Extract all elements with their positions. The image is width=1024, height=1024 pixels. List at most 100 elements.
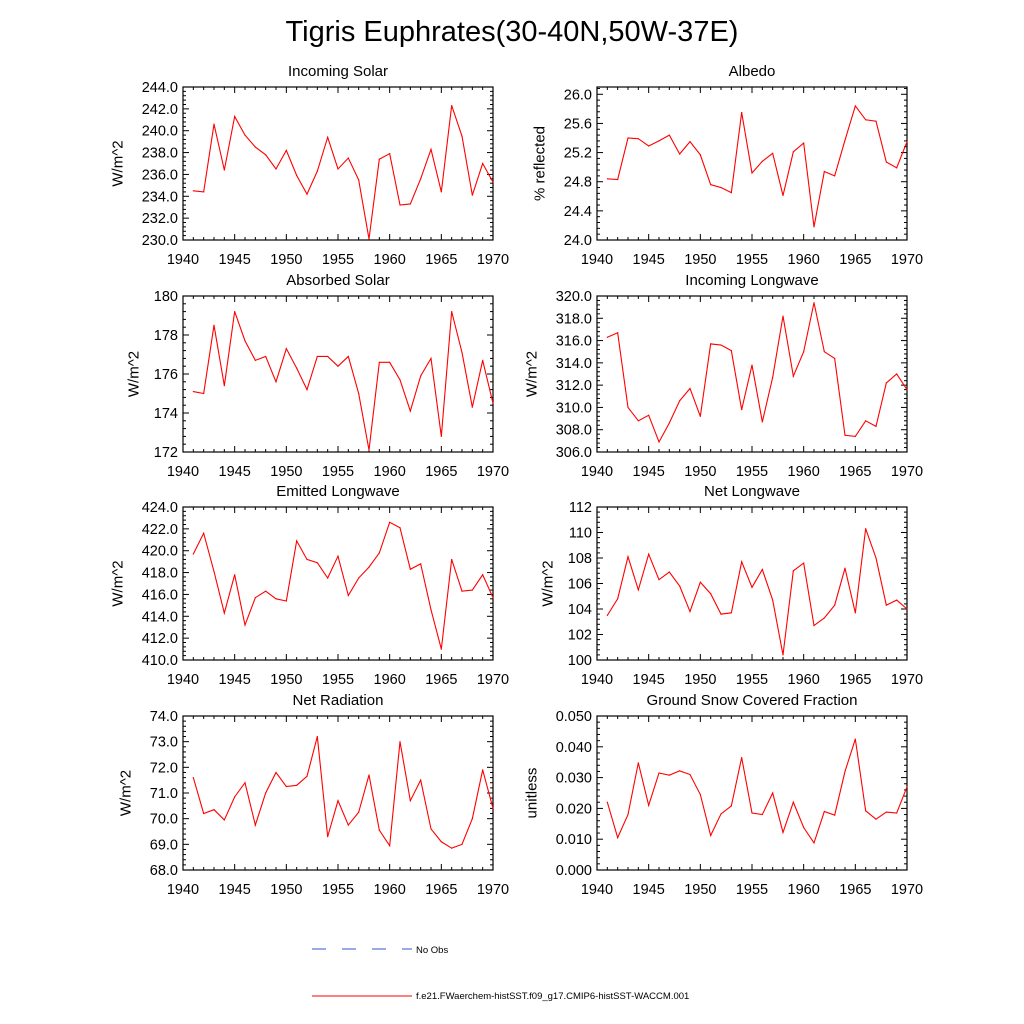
data-point — [865, 528, 867, 530]
data-point — [637, 589, 639, 591]
panel-title: Ground Snow Covered Fraction — [647, 692, 858, 709]
y-tick-label: 104 — [568, 602, 592, 618]
data-point — [203, 532, 205, 534]
y-tick-label: 0.010 — [556, 832, 592, 848]
data-point — [368, 238, 370, 240]
data-point — [192, 390, 194, 393]
y-tick-label: 70.0 — [150, 812, 178, 828]
x-tick-label: 1950 — [270, 882, 302, 898]
data-point — [761, 813, 763, 816]
data-point — [368, 566, 370, 568]
x-tick-label: 1965 — [839, 464, 871, 480]
series-line — [192, 736, 494, 849]
data-point — [378, 829, 380, 831]
data-point — [834, 604, 836, 606]
x-tick-label: 1955 — [736, 252, 768, 268]
data-point — [192, 777, 194, 779]
data-point — [844, 567, 846, 569]
x-tick-label: 1940 — [581, 672, 613, 688]
y-tick-label: 112 — [569, 500, 592, 516]
y-tick-label: 418.0 — [142, 566, 178, 582]
data-point — [865, 119, 867, 121]
y-tick-label: 318.0 — [556, 311, 592, 327]
data-point — [306, 389, 308, 391]
data-point — [854, 738, 856, 740]
data-point — [885, 382, 887, 384]
data-point — [751, 364, 753, 366]
panel-title: Absorbed Solar — [286, 272, 389, 289]
series-line — [607, 302, 908, 444]
data-point — [679, 585, 681, 587]
panel-emitted-longwave: Emitted Longwave 1940 1945 1950 1955 1960 1965… — [110, 483, 510, 688]
data-point — [399, 741, 401, 743]
data-point — [285, 600, 287, 602]
data-point — [761, 421, 763, 423]
data-point — [492, 597, 494, 599]
x-tick-label: 1955 — [322, 464, 354, 480]
series-line — [607, 104, 908, 227]
data-point — [327, 136, 329, 138]
y-tick-label: 242.0 — [142, 102, 178, 118]
data-point — [648, 553, 650, 555]
data-point — [906, 141, 908, 143]
y-tick-label: 230.0 — [142, 233, 178, 249]
data-point — [823, 617, 825, 619]
data-point — [316, 735, 318, 738]
data-point — [792, 801, 794, 803]
data-point — [606, 336, 608, 338]
x-tick-label: 1955 — [736, 672, 768, 688]
y-axis-label: W/m^2 — [524, 351, 541, 397]
data-point — [471, 406, 473, 408]
data-point — [296, 540, 298, 542]
data-point — [906, 389, 908, 391]
x-tick-label: 1940 — [167, 464, 199, 480]
y-tick-label: 232.0 — [142, 211, 178, 227]
data-point — [896, 373, 898, 375]
y-tick-label: 68.0 — [150, 863, 178, 879]
data-point — [710, 834, 712, 837]
x-tick-label: 1960 — [374, 464, 406, 480]
data-point — [327, 355, 329, 358]
x-tick-label: 1950 — [270, 672, 302, 688]
y-tick-label: 422.0 — [142, 522, 178, 538]
data-point — [234, 115, 236, 118]
data-point — [244, 340, 246, 342]
y-tick-label: 69.0 — [150, 837, 178, 853]
data-point — [223, 385, 225, 387]
data-point — [730, 192, 732, 194]
series-line — [606, 738, 908, 845]
data-point — [803, 351, 805, 353]
data-point — [875, 120, 877, 122]
data-point — [792, 570, 794, 572]
x-tick-label: 1965 — [425, 882, 457, 898]
data-point — [296, 367, 298, 369]
y-tick-label: 0.040 — [556, 740, 592, 756]
data-point — [316, 355, 318, 358]
data-point — [761, 160, 763, 162]
data-point — [265, 355, 267, 358]
data-point — [430, 148, 432, 150]
x-tick-label: 1960 — [374, 882, 406, 898]
y-tick-label: 306.0 — [556, 445, 592, 461]
x-tick-label: 1945 — [633, 464, 665, 480]
data-point — [389, 521, 391, 523]
data-point — [203, 392, 205, 395]
data-point — [906, 608, 908, 610]
y-tick-label: 412.0 — [142, 631, 178, 647]
panel-absorbed-solar: Absorbed Solar 1940 1945 1950 1955 1960 1965 19… — [126, 272, 509, 480]
x-tick-label: 1950 — [684, 672, 716, 688]
data-point — [347, 355, 349, 358]
data-point — [306, 193, 308, 195]
y-tick-label: 25.6 — [564, 116, 592, 132]
data-point — [627, 813, 629, 816]
y-tick-label: 178 — [154, 328, 178, 344]
y-axis-label: W/m^2 — [126, 351, 143, 397]
y-tick-label: 0.030 — [556, 771, 592, 787]
figure-title: Tigris Euphrates(30-40N,50W-37E) — [286, 16, 739, 48]
data-point — [689, 141, 691, 143]
data-point — [772, 152, 774, 154]
data-point — [451, 847, 453, 849]
data-point — [834, 814, 836, 816]
data-point — [461, 351, 463, 354]
